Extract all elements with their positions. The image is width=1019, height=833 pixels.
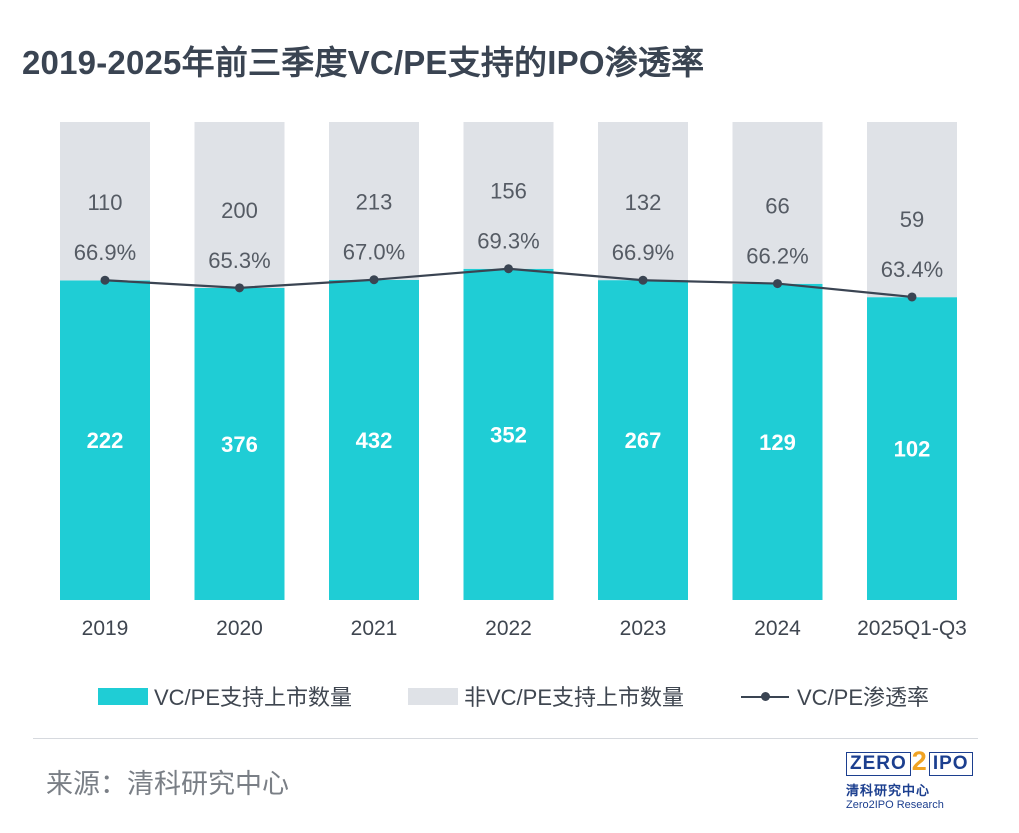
- x-tick-label-2020: 2020: [216, 617, 263, 640]
- logo-wordmark: ZERO 2 IPO: [846, 746, 973, 776]
- data-label-non-vcpe-2019: 110: [87, 190, 122, 215]
- bar-non-vcpe-2021: [329, 122, 419, 280]
- bar-non-vcpe-2019: [60, 122, 150, 281]
- x-tick-label-2023: 2023: [620, 617, 667, 640]
- bar-vcpe-2021: [329, 279, 419, 600]
- bar-vcpe-2025Q1-Q3: [867, 297, 957, 600]
- penetration-point-2024: [773, 279, 782, 289]
- data-label-non-vcpe-2024: 66: [765, 194, 789, 219]
- legend-item-penetration: VC/PE渗透率: [741, 681, 929, 711]
- legend-label-non-vcpe: 非VC/PE支持上市数量: [464, 685, 685, 710]
- x-tick-label-2021: 2021: [351, 617, 398, 640]
- logo-zero: ZERO: [846, 752, 911, 776]
- x-tick-label-2024: 2024: [754, 617, 801, 640]
- data-label-non-vcpe-2020: 200: [221, 198, 258, 223]
- data-label-non-vcpe-2022: 156: [490, 179, 527, 204]
- bar-non-vcpe-2025Q1-Q3: [867, 122, 957, 298]
- data-label-penetration-2024: 66.2%: [746, 244, 808, 269]
- bar-vcpe-2020: [194, 287, 285, 600]
- logo-two: 2: [911, 746, 928, 776]
- divider: [33, 738, 978, 739]
- x-tick-label-2019: 2019: [82, 617, 129, 640]
- legend-label-vcpe: VC/PE支持上市数量: [154, 685, 353, 710]
- logo-ipo: IPO: [928, 752, 973, 776]
- data-label-penetration-2022: 69.3%: [477, 229, 539, 254]
- penetration-point-2019: [100, 275, 110, 285]
- legend-swatch-non-vcpe: [408, 687, 458, 705]
- chart-plot: 222 110 66.9% 2019 376 200 65.3% 2020 432 213 67.0…: [60, 122, 967, 640]
- bar-non-vcpe-2022: [463, 122, 554, 269]
- zero2ipo-logo: ZERO 2 IPO 清科研究中心 Zero2IPO Research: [846, 746, 973, 816]
- bar-vcpe-2019: [60, 280, 150, 600]
- data-label-vcpe-2023: 267: [625, 428, 662, 453]
- bar-vcpe-2022: [463, 268, 554, 600]
- bar-vcpe-2023: [598, 280, 688, 600]
- penetration-point-2023: [638, 275, 648, 285]
- data-label-non-vcpe-2021: 213: [356, 190, 393, 215]
- data-label-vcpe-2019: 222: [87, 428, 124, 453]
- bar-non-vcpe-2020: [194, 122, 285, 288]
- x-tick-label-2022: 2022: [485, 617, 532, 640]
- logo-english-name: Zero2IPO Research: [846, 799, 944, 811]
- chart-title: 2019-2025年前三季度VC/PE支持的IPO渗透率: [22, 44, 705, 81]
- data-label-vcpe-2025Q1-Q3: 102: [894, 437, 931, 462]
- bar-non-vcpe-2024: [732, 122, 823, 284]
- penetration-point-2022: [504, 264, 513, 274]
- data-label-non-vcpe-2023: 132: [625, 190, 662, 215]
- bar-non-vcpe-2023: [598, 122, 688, 281]
- legend-label-penetration: VC/PE渗透率: [797, 685, 930, 710]
- data-label-non-vcpe-2025Q1-Q3: 59: [900, 207, 924, 232]
- penetration-point-2025Q1-Q3: [907, 292, 917, 302]
- data-label-vcpe-2022: 352: [490, 422, 527, 447]
- bar-vcpe-2024: [732, 283, 823, 600]
- logo-chinese-name: 清科研究中心: [846, 783, 931, 798]
- legend-item-vcpe: VC/PE支持上市数量: [98, 681, 352, 711]
- data-label-penetration-2023: 66.9%: [612, 240, 674, 265]
- data-label-vcpe-2024: 129: [759, 430, 796, 455]
- legend-swatch-penetration: [741, 688, 789, 705]
- penetration-point-2020: [235, 283, 244, 293]
- data-label-penetration-2021: 67.0%: [343, 240, 405, 265]
- legend-swatch-vcpe: [98, 687, 148, 705]
- data-label-vcpe-2021: 432: [356, 428, 393, 453]
- source-note: 来源：清科研究中心: [46, 769, 289, 799]
- data-label-vcpe-2020: 376: [221, 432, 258, 457]
- penetration-point-2021: [369, 275, 379, 285]
- legend: VC/PE支持上市数量 非VC/PE支持上市数量 VC/PE渗透率: [0, 681, 1019, 711]
- x-tick-label-2025Q1-Q3: 2025Q1-Q3: [857, 617, 967, 640]
- data-label-penetration-2019: 66.9%: [74, 240, 136, 265]
- data-label-penetration-2020: 65.3%: [208, 248, 270, 273]
- legend-item-non-vcpe: 非VC/PE支持上市数量: [408, 681, 684, 711]
- data-label-penetration-2025Q1-Q3: 63.4%: [881, 257, 943, 282]
